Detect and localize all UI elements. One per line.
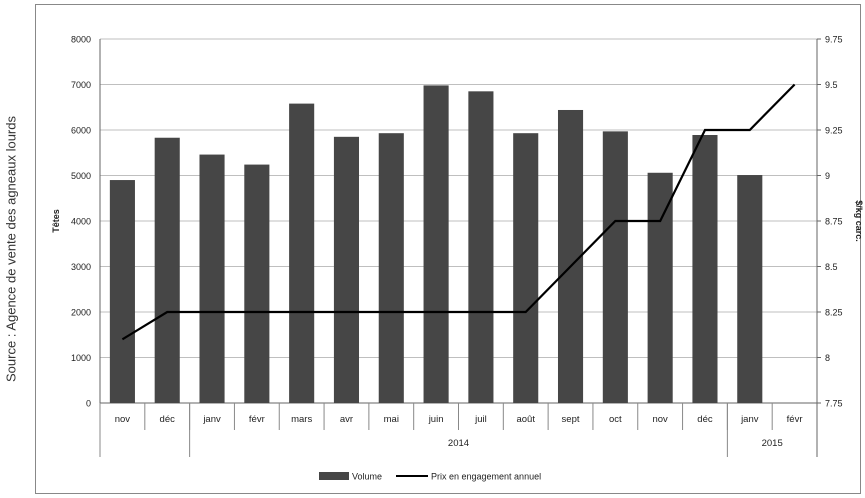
y2-tick-label: 8.75 — [825, 217, 843, 227]
y-tick-label: 2000 — [71, 308, 91, 318]
x-tick-label: janv — [740, 414, 759, 425]
legend-label-volume: Volume — [352, 472, 382, 482]
x-tick-label: juin — [428, 414, 444, 425]
legend-swatch-volume — [319, 472, 349, 480]
y2-axis-label: $/kg carc. — [854, 200, 864, 242]
x-tick-label: nov — [115, 414, 131, 425]
x-tick-label: août — [516, 414, 535, 425]
legend-label-prix: Prix en engagement annuel — [431, 472, 541, 482]
x-tick-label: mai — [384, 414, 399, 425]
y-axis-label: Têtes — [51, 209, 61, 233]
bar-volume — [199, 154, 225, 403]
bar-volume — [513, 133, 539, 403]
x-tick-label: avr — [340, 414, 353, 425]
bar-volume — [378, 133, 404, 403]
bar-volume — [154, 137, 180, 404]
y2-tick-label: 8 — [825, 353, 830, 363]
bar-volume — [109, 180, 135, 403]
x-tick-label: mars — [291, 414, 312, 425]
y2-tick-label: 8.25 — [825, 308, 843, 318]
x-tick-label: nov — [652, 414, 668, 425]
bar-volume — [423, 85, 449, 403]
x-tick-label: janv — [202, 414, 221, 425]
y-tick-label: 4000 — [71, 217, 91, 227]
year-label: 2014 — [448, 438, 469, 449]
y-tick-label: 5000 — [71, 171, 91, 181]
x-tick-label: oct — [609, 414, 622, 425]
y-tick-label: 0 — [86, 399, 91, 409]
y2-tick-label: 7.75 — [825, 399, 843, 409]
y2-tick-label: 9.75 — [825, 35, 843, 45]
chart-frame — [35, 4, 861, 494]
year-label: 2015 — [762, 438, 783, 449]
bar-volume — [692, 135, 718, 403]
bar-volume — [468, 91, 494, 403]
y2-tick-label: 9.25 — [825, 126, 843, 136]
bar-volume — [602, 131, 628, 404]
x-tick-label: juil — [474, 414, 487, 425]
bar-volume — [333, 136, 360, 403]
y-tick-label: 1000 — [71, 353, 91, 363]
y-tick-label: 6000 — [71, 126, 91, 136]
bar-volume — [647, 172, 673, 403]
x-tick-label: sept — [562, 414, 580, 425]
x-tick-label: févr — [249, 414, 265, 425]
x-tick-label: déc — [160, 414, 176, 425]
y2-tick-label: 8.5 — [825, 262, 838, 272]
x-tick-label: févr — [787, 414, 803, 425]
bar-volume — [737, 175, 763, 403]
y2-tick-label: 9.5 — [825, 80, 838, 90]
bar-volume — [289, 103, 315, 404]
line-prix — [121, 83, 796, 341]
y-tick-label: 8000 — [71, 35, 91, 45]
bar-volume — [244, 164, 270, 403]
y2-tick-label: 9 — [825, 171, 830, 181]
x-tick-label: déc — [697, 414, 713, 425]
y-tick-label: 7000 — [71, 80, 91, 90]
y-tick-label: 3000 — [71, 262, 91, 272]
